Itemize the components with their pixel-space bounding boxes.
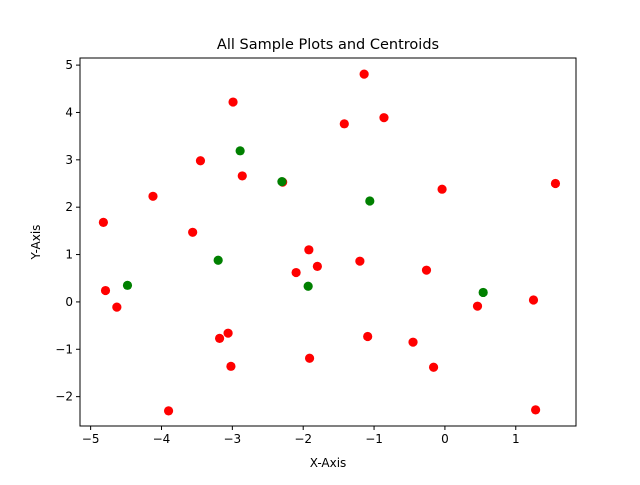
sample-point [98, 217, 108, 227]
sample-point [112, 302, 122, 312]
x-tick-label: 1 [512, 432, 520, 446]
sample-point [304, 353, 315, 363]
y-tick-label: 5 [65, 58, 73, 72]
sample-point [531, 405, 541, 415]
x-tick-label: −5 [82, 432, 100, 446]
x-tick-label: 0 [441, 432, 449, 446]
centroid-point [478, 287, 488, 298]
x-tick-label: −4 [153, 432, 171, 446]
centroid-point [235, 146, 245, 156]
points-layer [98, 69, 561, 416]
sample-point [421, 265, 432, 275]
y-tick-label: 2 [65, 200, 73, 214]
y-tick-label: 4 [65, 105, 73, 119]
sample-point [379, 113, 389, 123]
sample-point [359, 69, 369, 79]
sample-point [355, 256, 365, 266]
y-tick-label: 0 [65, 295, 73, 309]
y-tick-label: 3 [65, 153, 73, 167]
sample-point [408, 337, 418, 347]
chart-title: All Sample Plots and Centroids [217, 37, 439, 53]
sample-point [428, 362, 439, 372]
x-axis-label: X-Axis [310, 456, 347, 470]
sample-points [98, 69, 561, 416]
y-tick-label: −1 [55, 342, 73, 356]
sample-point [228, 97, 238, 107]
sample-point [291, 267, 301, 278]
sample-point [312, 261, 322, 271]
sample-point [550, 178, 561, 189]
sample-point [237, 171, 247, 181]
sample-point [195, 156, 206, 166]
centroid-point [365, 196, 375, 206]
centroid-point [277, 177, 287, 187]
centroid-point [213, 255, 223, 265]
sample-point [437, 184, 447, 194]
sample-point [188, 227, 198, 237]
plot-area-frame [79, 57, 577, 427]
sample-point [339, 119, 349, 129]
centroid-point [122, 280, 133, 290]
centroid-point [303, 281, 313, 291]
sample-point [214, 333, 225, 343]
sample-point [223, 328, 233, 338]
sample-point [472, 301, 483, 311]
x-tick-label: −2 [294, 432, 312, 446]
x-axis: −5 −4 −3 −2 −1 0 1 [82, 426, 520, 446]
y-axis-label: Y-Axis [29, 225, 43, 261]
y-tick-label: 1 [65, 248, 73, 262]
sample-point [304, 245, 314, 255]
x-tick-label: −1 [365, 432, 383, 446]
y-axis: −2 −1 0 1 2 3 4 5 [55, 58, 80, 404]
x-tick-label: −3 [223, 432, 241, 446]
sample-point [226, 361, 236, 371]
y-tick-label: −2 [55, 390, 73, 404]
sample-point [363, 331, 373, 342]
centroid-points [122, 146, 488, 298]
sample-point [528, 295, 539, 305]
sample-point [100, 285, 111, 296]
sample-point [148, 191, 158, 201]
sample-point [163, 406, 174, 416]
